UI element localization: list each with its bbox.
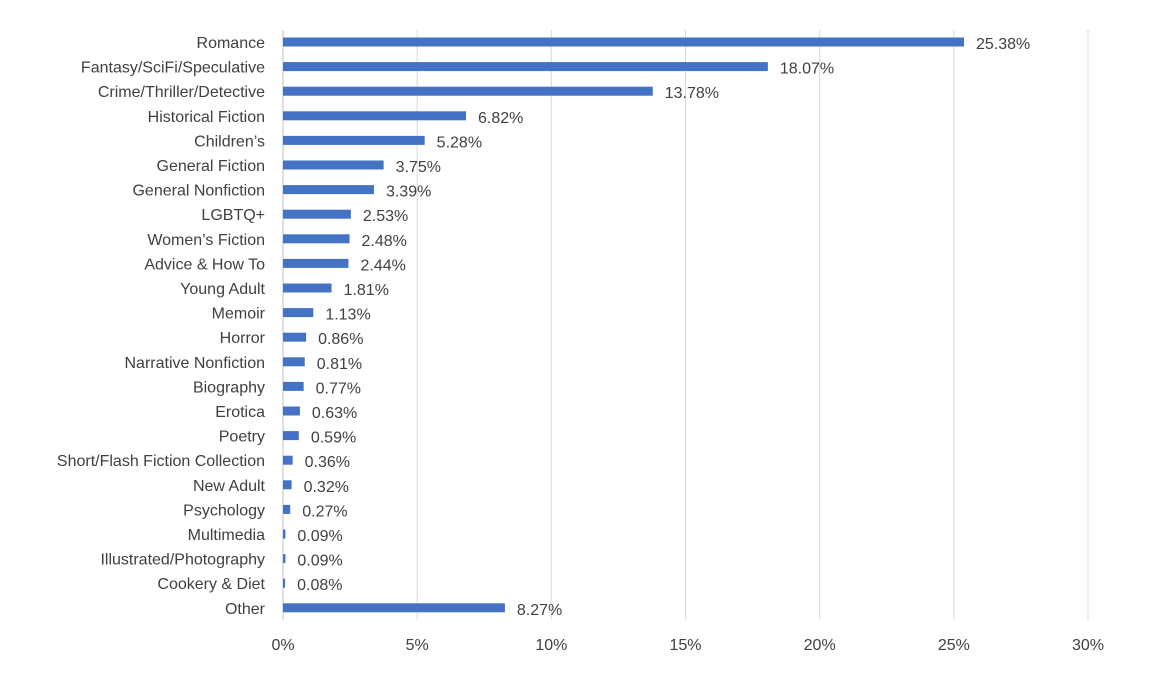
- bar: [283, 308, 314, 318]
- gridlines: [282, 30, 1089, 620]
- category-label: Narrative Nonfiction: [125, 355, 266, 372]
- bar: [283, 86, 653, 96]
- bar: [283, 62, 768, 72]
- value-label: 2.48%: [362, 233, 407, 250]
- bar: [283, 504, 291, 514]
- value-label: 0.36%: [305, 454, 350, 471]
- category-label: Crime/Thriller/Detective: [98, 84, 265, 101]
- value-label: 0.09%: [297, 553, 342, 570]
- category-label: Illustrated/Photography: [100, 552, 265, 569]
- category-label: Short/Flash Fiction Collection: [57, 453, 265, 470]
- bar: [283, 160, 384, 170]
- bar: [283, 283, 332, 293]
- category-label: Young Adult: [180, 281, 265, 298]
- value-label: 0.63%: [312, 405, 357, 422]
- x-tick-label: 30%: [1072, 637, 1104, 654]
- x-tick-label: 0%: [271, 637, 294, 654]
- category-label: Children’s: [194, 133, 265, 150]
- bar: [283, 480, 292, 490]
- category-label: General Fiction: [157, 158, 266, 175]
- category-label: LGBTQ+: [201, 207, 265, 224]
- category-label: Biography: [193, 379, 265, 396]
- bar: [283, 578, 286, 588]
- value-label: 3.39%: [386, 184, 431, 201]
- value-label: 8.27%: [517, 602, 562, 619]
- category-label: Multimedia: [188, 527, 265, 544]
- category-label: Cookery & Diet: [157, 576, 265, 593]
- value-label: 25.38%: [976, 36, 1030, 53]
- bar: [283, 406, 300, 416]
- value-label: 1.13%: [325, 307, 370, 324]
- category-label: Memoir: [212, 306, 266, 323]
- value-label: 18.07%: [780, 61, 834, 78]
- bar: [283, 185, 374, 195]
- value-label: 0.77%: [316, 380, 361, 397]
- category-label: Women’s Fiction: [147, 232, 265, 249]
- category-label: Fantasy/SciFi/Speculative: [81, 60, 265, 77]
- x-tick-label: 20%: [804, 637, 836, 654]
- category-label: Psychology: [183, 502, 265, 519]
- value-label: 2.53%: [363, 208, 408, 225]
- value-label: 0.27%: [302, 503, 347, 520]
- value-labels: 25.38% 18.07% 13.78% 6.82% 5.28% 3.75% 3.39% 2.…: [297, 36, 1030, 619]
- value-label: 5.28%: [437, 134, 482, 151]
- x-tick-label: 10%: [535, 637, 567, 654]
- bar: [283, 209, 351, 219]
- value-label: 0.09%: [297, 528, 342, 545]
- bars: [283, 37, 965, 613]
- bar: [283, 332, 307, 342]
- category-label: Historical Fiction: [148, 109, 265, 126]
- category-label: Other: [225, 601, 266, 618]
- value-label: 0.86%: [318, 331, 363, 348]
- bar: [283, 357, 305, 367]
- bar: [283, 455, 293, 465]
- x-tick-label: 15%: [669, 637, 701, 654]
- category-labels: Romance Fantasy/SciFi/Speculative Crime/Th…: [57, 35, 266, 618]
- value-label: 13.78%: [665, 85, 719, 102]
- bar: [283, 37, 965, 47]
- bar: [283, 603, 505, 613]
- x-tick-label: 25%: [938, 637, 970, 654]
- category-label: Advice & How To: [144, 256, 265, 273]
- x-axis-tick-labels: 0% 5% 10% 15% 20% 25% 30%: [271, 637, 1104, 654]
- bar: [283, 381, 304, 391]
- value-label: 1.81%: [344, 282, 389, 299]
- category-label: Horror: [220, 330, 266, 347]
- bar: [283, 135, 425, 145]
- value-label: 0.32%: [304, 479, 349, 496]
- bar: [283, 431, 299, 441]
- category-label: General Nonfiction: [132, 183, 265, 200]
- value-label: 0.81%: [317, 356, 362, 373]
- category-label: New Adult: [193, 478, 266, 495]
- value-label: 6.82%: [478, 110, 523, 127]
- bar: [283, 529, 286, 539]
- category-label: Erotica: [215, 404, 265, 421]
- x-tick-label: 5%: [406, 637, 429, 654]
- bar: [283, 554, 286, 564]
- bar: [283, 258, 349, 268]
- bar: [283, 234, 350, 244]
- value-label: 2.44%: [360, 257, 405, 274]
- category-label: Poetry: [219, 429, 265, 446]
- value-label: 0.08%: [297, 577, 342, 594]
- category-label: Romance: [197, 35, 266, 52]
- value-label: 3.75%: [396, 159, 441, 176]
- bar: [283, 111, 467, 121]
- value-label: 0.59%: [311, 430, 356, 447]
